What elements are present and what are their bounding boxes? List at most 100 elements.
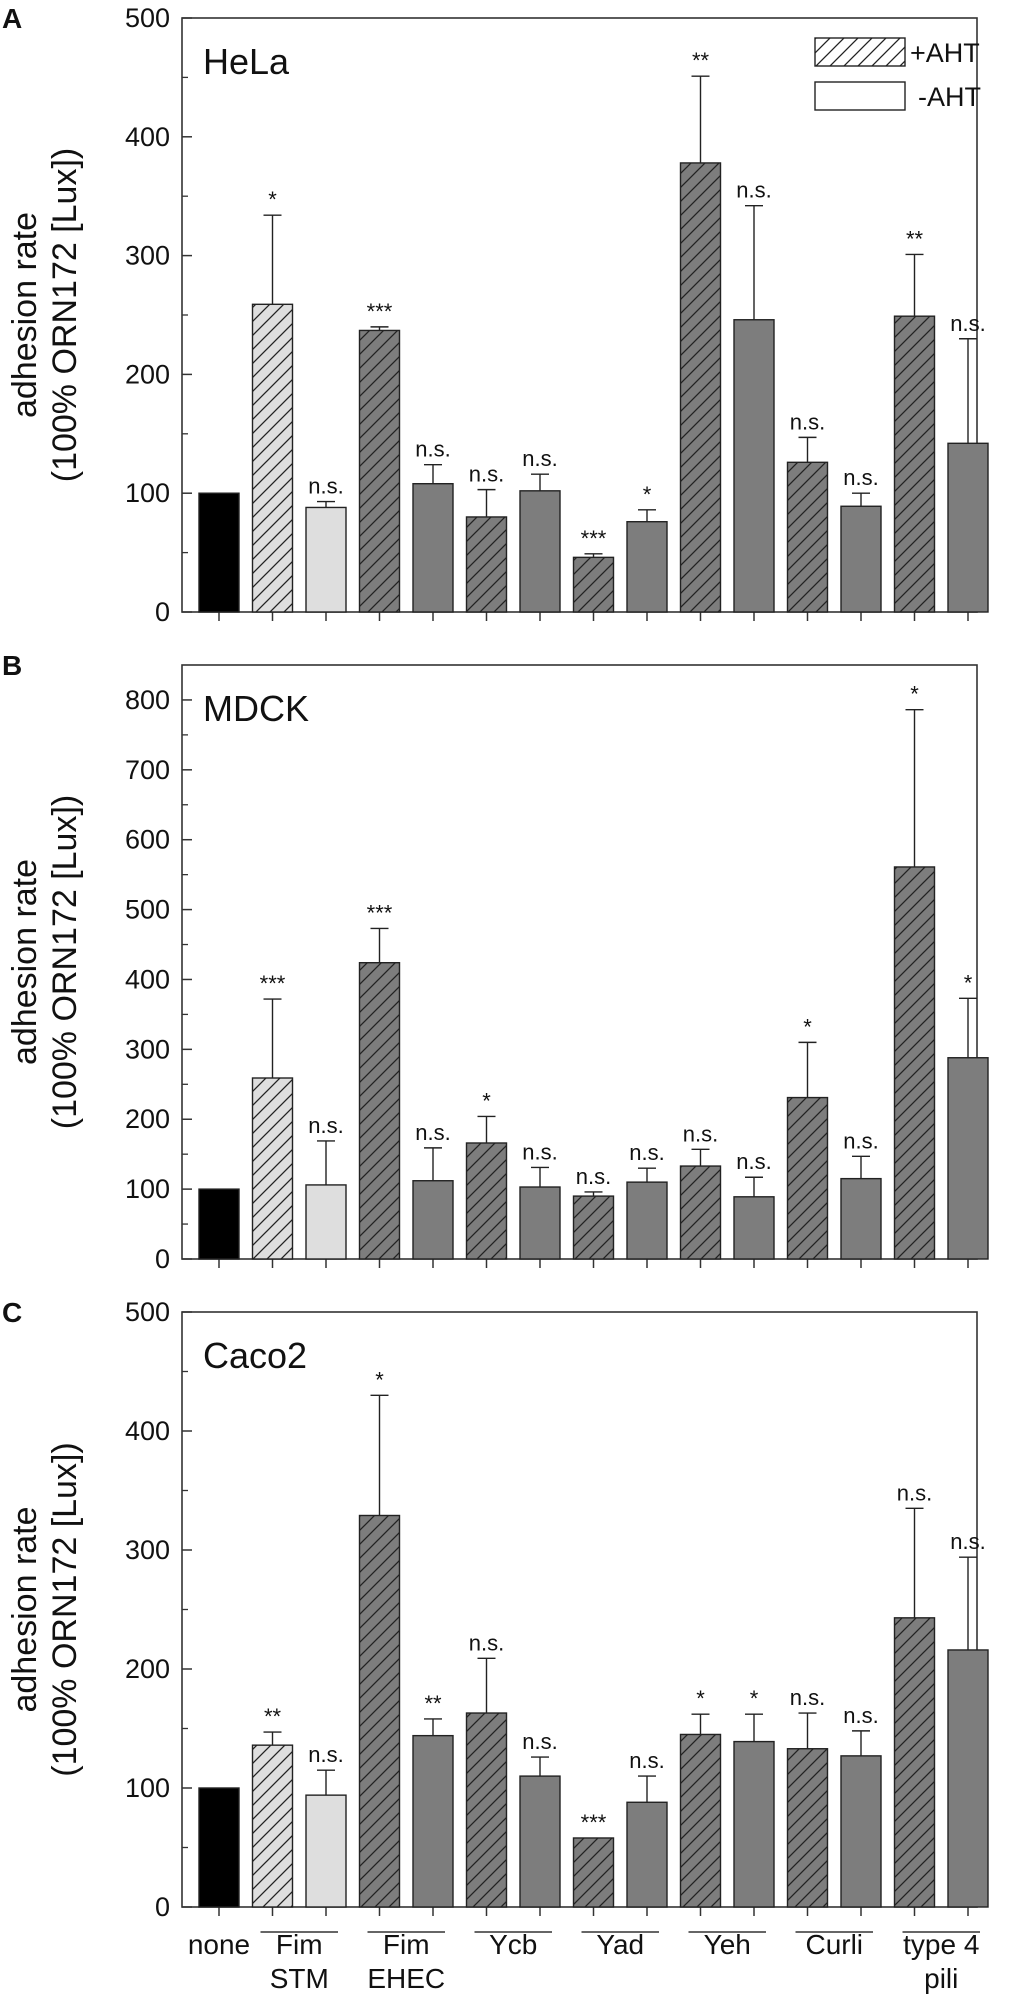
- significance-label: n.s.: [736, 1149, 771, 1174]
- bar-type4-plus: [893, 1617, 936, 1908]
- y-tick-label: 0: [155, 1244, 170, 1274]
- bar-yeh-plus: [679, 162, 722, 613]
- bar-ycb-minus: [519, 490, 561, 613]
- significance-label: n.s.: [950, 1529, 985, 1554]
- significance-label: **: [692, 48, 710, 73]
- significance-label: n.s.: [843, 465, 878, 490]
- significance-label: n.s.: [522, 1729, 557, 1754]
- category-label-fim-stm: Fim: [276, 1929, 323, 1960]
- y-tick-label: 100: [125, 1174, 170, 1204]
- y-tick-label: 400: [125, 122, 170, 152]
- bar-type4-minus: [947, 1649, 989, 1908]
- significance-label: n.s.: [790, 409, 825, 434]
- significance-label: *: [375, 1367, 384, 1392]
- significance-label: ***: [367, 299, 393, 324]
- cell-line-label: MDCK: [203, 688, 309, 729]
- y-axis-label-line1: adhesion rate: [6, 859, 44, 1065]
- bar-type4-minus: [947, 1057, 989, 1260]
- legend-swatch-ahtplus: [814, 37, 906, 67]
- bar-ycb-plus: [465, 1712, 508, 1908]
- bar-fim-ehec-plus: [358, 329, 401, 613]
- bar-yeh-plus: [679, 1733, 722, 1908]
- significance-label: ***: [367, 900, 393, 925]
- significance-label: n.s.: [522, 446, 557, 471]
- bar-yad-plus: [572, 556, 615, 613]
- y-tick-label: 300: [125, 241, 170, 271]
- bar-ycb-plus: [465, 516, 508, 613]
- bar-fim-stm-minus: [305, 1794, 347, 1908]
- bar-fim-ehec-plus: [358, 1514, 401, 1908]
- bar-fim-stm-plus: [251, 303, 294, 613]
- y-tick-label: 600: [125, 825, 170, 855]
- panel-letter: C: [2, 1297, 22, 1328]
- bar-curli-plus: [786, 1748, 829, 1908]
- y-tick-label: 300: [125, 1535, 170, 1565]
- significance-label: *: [964, 970, 973, 995]
- bar-yad-minus: [626, 1801, 668, 1908]
- y-tick-label: 500: [125, 3, 170, 33]
- significance-label: **: [424, 1691, 442, 1716]
- significance-label: *: [268, 187, 277, 212]
- y-tick-label: 300: [125, 1034, 170, 1064]
- y-tick-label: 400: [125, 1416, 170, 1446]
- panel-letter: B: [2, 650, 22, 681]
- significance-label: *: [643, 482, 652, 507]
- bar-yeh-minus: [733, 1740, 775, 1908]
- significance-label: *: [910, 682, 919, 707]
- category-label-none: none: [188, 1929, 250, 1960]
- y-tick-label: 500: [125, 1297, 170, 1327]
- legend-label-ahtplus: +AHT: [910, 38, 980, 68]
- significance-label: **: [264, 1704, 282, 1729]
- significance-label: n.s.: [522, 1139, 557, 1164]
- significance-label: n.s.: [469, 462, 504, 487]
- bar-curli-minus: [840, 505, 882, 613]
- significance-label: n.s.: [415, 437, 450, 462]
- y-axis-label-line2: (100% ORN172 [Lux]): [46, 148, 84, 483]
- significance-label: n.s.: [843, 1128, 878, 1153]
- significance-label: n.s.: [308, 1113, 343, 1138]
- significance-label: n.s.: [843, 1703, 878, 1728]
- y-tick-label: 700: [125, 755, 170, 785]
- category-label-type4: pili: [924, 1963, 958, 1994]
- significance-label: n.s.: [308, 1742, 343, 1767]
- y-tick-label: 200: [125, 359, 170, 389]
- bar-ycb-minus: [519, 1775, 561, 1908]
- bar-curli-minus: [840, 1755, 882, 1908]
- bar-fim-ehec-plus: [358, 961, 401, 1260]
- y-tick-label: 0: [155, 1892, 170, 1922]
- significance-label: n.s.: [736, 178, 771, 203]
- panel-b: B MDCK adhesion rate (100% ORN172 [Lux]) 0 10…: [2, 650, 989, 1274]
- bar-yeh-plus: [679, 1165, 722, 1260]
- bar-type4-minus: [947, 442, 989, 613]
- significance-label: *: [696, 1686, 705, 1711]
- significance-label: *: [803, 1014, 812, 1039]
- y-tick-label: 200: [125, 1654, 170, 1684]
- significance-label: n.s.: [576, 1164, 611, 1189]
- y-tick-label: 500: [125, 895, 170, 925]
- panel-c: C Caco2 adhesion rate (100% ORN172 [Lux]) 0 1…: [2, 1297, 989, 1922]
- significance-label: **: [906, 226, 924, 251]
- bar-fim-stm-plus: [251, 1744, 294, 1908]
- panel-letter: A: [2, 3, 22, 34]
- bar-fim-ehec-minus: [412, 1180, 454, 1260]
- y-axis-label-line1: adhesion rate: [6, 1506, 44, 1712]
- category-label-fim-ehec: Fim: [383, 1929, 430, 1960]
- bar-fim-stm-plus: [251, 1077, 294, 1260]
- bar-none-none: [198, 492, 240, 613]
- significance-label: *: [750, 1686, 759, 1711]
- panel-a: A HeLa adhesion rate (100% ORN172 [Lux]) 0 10…: [2, 3, 989, 627]
- bar-yad-minus: [626, 521, 668, 613]
- category-label-yad: Yad: [596, 1929, 644, 1960]
- bar-fim-ehec-minus: [412, 482, 454, 613]
- cell-line-label: HeLa: [203, 41, 290, 82]
- significance-label: n.s.: [683, 1121, 718, 1146]
- bar-type4-plus: [893, 866, 936, 1260]
- y-tick-label: 100: [125, 478, 170, 508]
- significance-label: n.s.: [629, 1140, 664, 1165]
- y-axis-label-line2: (100% ORN172 [Lux]): [46, 1442, 84, 1777]
- category-label-fim-ehec: EHEC: [367, 1963, 445, 1994]
- bar-curli-minus: [840, 1177, 882, 1260]
